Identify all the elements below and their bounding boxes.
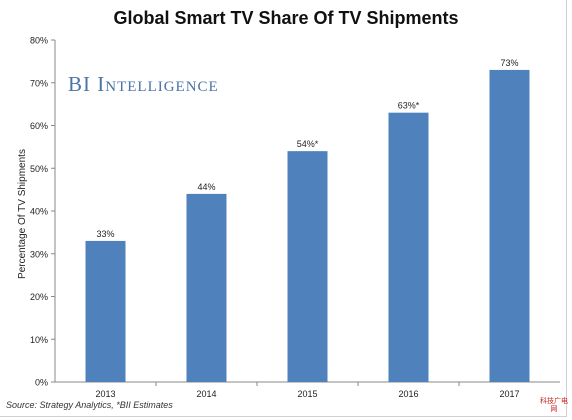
- bar-2015: [287, 151, 328, 382]
- x-tick-label: 2017: [499, 389, 519, 399]
- y-tick-label: 10%: [30, 335, 48, 345]
- y-tick-label: 80%: [30, 36, 48, 46]
- y-axis: 0% 10% 20% 30% 40% 50% 60% 70% 80%: [30, 36, 56, 388]
- x-tick-label: 2015: [297, 389, 317, 399]
- y-tick-label: 40%: [30, 207, 48, 217]
- y-tick-label: 70%: [30, 78, 48, 88]
- data-label-2014: 44%: [197, 182, 215, 192]
- data-label-2017: 73%: [500, 58, 518, 68]
- chart-title: Global Smart TV Share Of TV Shipments: [113, 8, 459, 28]
- y-tick-label: 30%: [30, 249, 48, 259]
- x-tick-label: 2016: [398, 389, 418, 399]
- x-axis: 2013 2014 2015 2016 2017: [55, 381, 560, 399]
- y-tick-label: 60%: [30, 121, 48, 131]
- bar-2013: [85, 240, 126, 382]
- bar-2014: [186, 193, 227, 382]
- source-note: Source: Strategy Analytics, *BII Estimat…: [6, 400, 173, 410]
- data-label-2016: 63%*: [398, 101, 420, 111]
- y-tick-label: 20%: [30, 292, 48, 302]
- brand-logo-text: BI Intelligence: [68, 72, 219, 96]
- y-tick-label: 50%: [30, 164, 48, 174]
- x-tick-label: 2013: [95, 389, 115, 399]
- x-tick-label: 2014: [196, 389, 216, 399]
- watermark-logo: 科技广电网: [540, 398, 568, 413]
- bar-2016: [388, 112, 429, 383]
- y-axis-label: Percentage Of TV Shipments: [17, 149, 28, 279]
- bar-2017: [489, 69, 530, 383]
- data-label-2013: 33%: [96, 229, 114, 239]
- y-tick-label: 0%: [35, 378, 48, 388]
- data-label-2015: 54%*: [297, 139, 319, 149]
- bars: 33% 44% 54%* 63%* 73%: [85, 58, 530, 383]
